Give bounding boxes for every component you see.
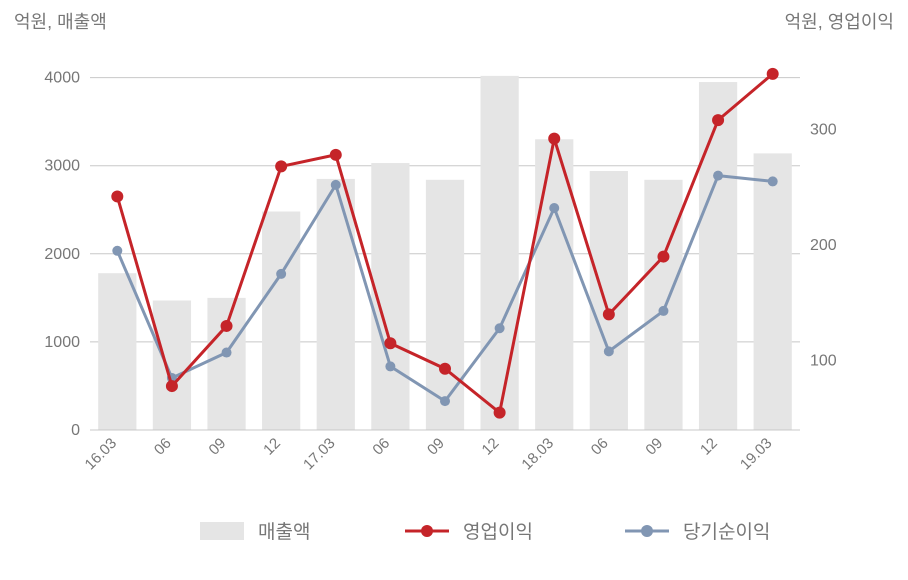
x-tick-label: 06 — [151, 435, 175, 459]
bar — [262, 212, 300, 430]
marker-red — [330, 149, 342, 161]
marker-blue — [604, 346, 614, 356]
x-tick-label: 18.03 — [518, 435, 557, 474]
legend-swatch-bar — [200, 522, 244, 540]
x-tick-label: 16.03 — [82, 435, 121, 474]
x-tick-label: 12 — [260, 435, 284, 459]
marker-blue — [331, 180, 341, 190]
x-tick-label: 19.03 — [737, 435, 776, 474]
left-tick-label: 4000 — [44, 70, 80, 87]
legend-swatch-marker — [421, 525, 433, 537]
marker-blue — [549, 203, 559, 213]
chart-svg: 억원, 매출액 억원, 영업이익 0 1000 2000 3000 4000 100 200 30… — [0, 0, 908, 580]
legend-label: 당기순이익 — [683, 521, 770, 543]
marker-blue — [385, 361, 395, 371]
bar — [207, 298, 245, 430]
x-tick-label: 12 — [479, 435, 503, 459]
left-tick-label: 2000 — [44, 246, 80, 263]
x-tick-label: 09 — [206, 435, 230, 459]
marker-red — [494, 407, 506, 419]
financial-chart: 억원, 매출액 억원, 영업이익 0 1000 2000 3000 4000 100 200 30… — [0, 0, 908, 580]
marker-red — [221, 320, 233, 332]
bar — [153, 301, 191, 431]
marker-blue — [222, 348, 232, 358]
x-tick-label: 09 — [424, 435, 448, 459]
x-tick-label: 09 — [642, 435, 666, 459]
right-tick-label: 200 — [810, 237, 837, 254]
marker-red — [384, 337, 396, 349]
marker-red — [712, 114, 724, 126]
marker-blue — [768, 176, 778, 186]
right-axis-title: 억원, 영업이익 — [785, 12, 894, 32]
marker-blue — [112, 246, 122, 256]
legend-label: 매출액 — [258, 521, 310, 543]
marker-red — [111, 190, 123, 202]
marker-red — [275, 160, 287, 172]
bar — [317, 179, 355, 430]
left-axis-title: 억원, 매출액 — [14, 12, 107, 32]
right-tick-label: 100 — [810, 353, 837, 370]
bar — [644, 180, 682, 430]
marker-blue — [713, 171, 723, 181]
x-tick-label: 06 — [369, 435, 393, 459]
marker-red — [657, 251, 669, 263]
left-tick-label: 1000 — [44, 334, 80, 351]
x-tick-label: 12 — [697, 435, 721, 459]
marker-blue — [276, 269, 286, 279]
marker-red — [439, 363, 451, 375]
marker-red — [166, 380, 178, 392]
bar — [98, 273, 136, 430]
x-tick-label: 17.03 — [300, 435, 339, 474]
bar — [481, 76, 519, 430]
right-tick-label: 300 — [810, 121, 837, 138]
legend-swatch-marker — [641, 525, 653, 537]
bar — [699, 82, 737, 430]
left-tick-label: 3000 — [44, 158, 80, 175]
legend-label: 영업이익 — [463, 521, 533, 543]
bar — [754, 153, 792, 430]
marker-blue — [495, 323, 505, 333]
marker-blue — [440, 396, 450, 406]
marker-red — [548, 133, 560, 145]
x-tick-label: 06 — [588, 435, 612, 459]
left-tick-label: 0 — [71, 422, 80, 439]
marker-red — [603, 308, 615, 320]
marker-blue — [658, 306, 668, 316]
marker-red — [767, 68, 779, 80]
